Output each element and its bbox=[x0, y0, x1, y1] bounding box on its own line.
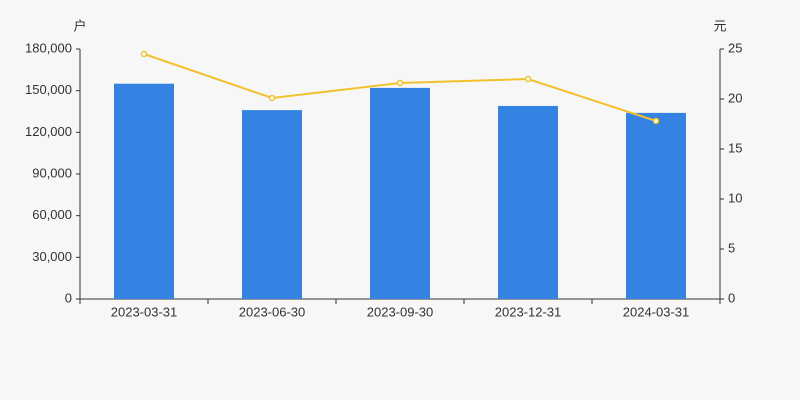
y-tick-label: 120,000 bbox=[25, 124, 72, 139]
y2-tick-label: 0 bbox=[728, 290, 735, 305]
x-tick-label: 2023-03-31 bbox=[111, 304, 178, 319]
line-point bbox=[140, 50, 148, 58]
bar bbox=[626, 112, 686, 299]
x-tick-label: 2023-12-31 bbox=[495, 304, 562, 319]
y-tick-label: 90,000 bbox=[32, 165, 72, 180]
bar bbox=[242, 110, 302, 299]
y-tick-label: 150,000 bbox=[25, 82, 72, 97]
x-tick-label: 2023-09-30 bbox=[367, 304, 434, 319]
bar bbox=[114, 83, 174, 299]
y-tick-label: 0 bbox=[65, 290, 72, 305]
y2-tick-label: 15 bbox=[728, 140, 742, 155]
y-tick-label: 30,000 bbox=[32, 249, 72, 264]
y-tick-label: 60,000 bbox=[32, 207, 72, 222]
y-unit: 户 bbox=[73, 18, 86, 33]
x-tick-label: 2023-06-30 bbox=[239, 304, 306, 319]
y-tick-label: 180,000 bbox=[25, 40, 72, 55]
bar bbox=[498, 105, 558, 299]
line-point bbox=[268, 94, 276, 102]
line-point bbox=[652, 117, 660, 125]
y2-tick-label: 10 bbox=[728, 190, 742, 205]
y2-tick-label: 5 bbox=[728, 240, 735, 255]
line-point bbox=[396, 79, 404, 87]
line-point bbox=[524, 75, 532, 83]
y2-tick-label: 20 bbox=[728, 90, 742, 105]
y2-unit: 元 bbox=[713, 18, 726, 33]
bar bbox=[370, 87, 430, 299]
y2-tick-label: 25 bbox=[728, 40, 742, 55]
x-tick-label: 2024-03-31 bbox=[623, 304, 690, 319]
